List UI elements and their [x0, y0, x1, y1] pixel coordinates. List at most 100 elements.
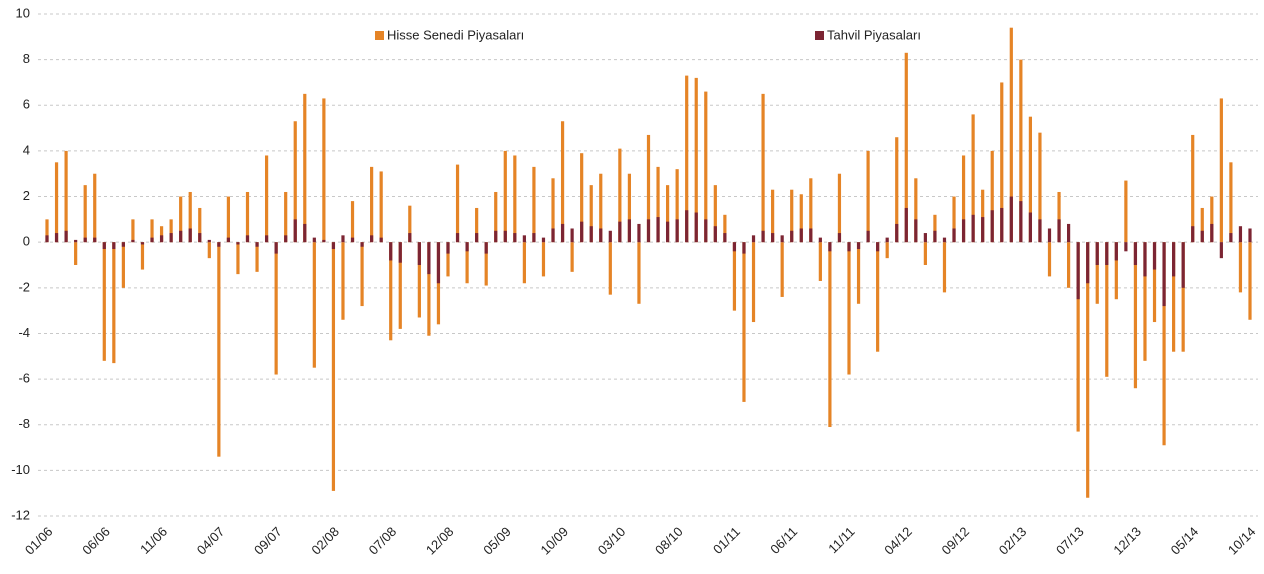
- bar: [742, 242, 746, 402]
- bar: [541, 237, 546, 243]
- bar: [1162, 242, 1166, 446]
- bar: [284, 235, 288, 243]
- bar: [484, 242, 488, 254]
- bar: [64, 150, 68, 243]
- y-tick-label: 2: [23, 188, 30, 203]
- bar: [1057, 219, 1061, 243]
- bar: [876, 242, 880, 352]
- bar: [312, 242, 316, 368]
- bar: [742, 242, 746, 254]
- bar: [503, 230, 507, 243]
- bar: [293, 219, 297, 243]
- y-tick-label: 8: [23, 51, 30, 66]
- bar: [570, 242, 574, 272]
- bar: [1152, 242, 1157, 270]
- bar: [914, 178, 918, 243]
- bar: [331, 242, 336, 250]
- bar: [303, 223, 307, 243]
- bar: [685, 75, 689, 243]
- bar: [608, 230, 612, 243]
- bar: [93, 173, 97, 243]
- bar: [723, 214, 727, 243]
- y-tick-label: -6: [18, 371, 30, 386]
- bar: [1047, 242, 1052, 277]
- y-tick-label: -4: [18, 325, 30, 340]
- bar: [885, 237, 889, 243]
- bar: [1172, 242, 1176, 352]
- bar: [627, 219, 632, 243]
- bar: [961, 219, 966, 243]
- bar: [370, 235, 374, 243]
- bar: [264, 155, 269, 243]
- bar: [93, 237, 97, 243]
- bar: [64, 230, 68, 243]
- x-tick-label: 05/14: [1168, 524, 1202, 558]
- y-tick-label: 6: [23, 97, 30, 112]
- bar: [704, 91, 708, 243]
- bar: [809, 178, 813, 243]
- bar: [236, 242, 240, 245]
- bar: [990, 210, 994, 243]
- bar: [140, 242, 145, 270]
- bar: [1000, 207, 1004, 243]
- bar: [942, 242, 947, 293]
- bar: [408, 233, 412, 243]
- bar: [1019, 201, 1023, 243]
- bar: [1124, 242, 1128, 252]
- bar: [665, 221, 670, 243]
- bar: [1105, 242, 1109, 377]
- bar: [389, 242, 393, 341]
- bar: [732, 242, 737, 311]
- bar: [551, 178, 555, 243]
- bar: [570, 228, 574, 243]
- bar: [961, 155, 966, 243]
- bar: [150, 237, 154, 243]
- bar: [370, 166, 374, 243]
- bar: [1143, 242, 1147, 361]
- bar: [398, 242, 402, 263]
- y-tick-label: 4: [23, 142, 30, 157]
- bar: [675, 169, 679, 243]
- bar: [837, 233, 842, 243]
- bar: [1086, 242, 1090, 498]
- bar: [226, 237, 231, 243]
- x-tick-label: 09/07: [251, 524, 285, 558]
- bar: [1248, 242, 1252, 320]
- bar: [790, 230, 794, 243]
- x-tick-label: 07/08: [366, 524, 400, 558]
- bar: [1229, 162, 1233, 243]
- bar: [513, 233, 517, 243]
- bar: [990, 150, 994, 243]
- bar: [264, 235, 269, 243]
- bar: [541, 242, 546, 277]
- bar: [198, 207, 202, 243]
- bar: [522, 242, 526, 284]
- bar: [121, 242, 125, 247]
- bar: [847, 242, 851, 252]
- bar: [1028, 116, 1033, 243]
- x-tick-label: 11/11: [825, 524, 857, 556]
- x-tick-label: 05/09: [480, 524, 514, 558]
- bar: [245, 235, 250, 243]
- bar: [1009, 27, 1013, 243]
- bar: [1219, 98, 1223, 243]
- bar: [751, 235, 756, 243]
- bar: [74, 239, 78, 243]
- bar: [494, 230, 498, 243]
- bar: [274, 242, 278, 254]
- bar: [475, 233, 479, 243]
- bar: [599, 173, 603, 243]
- bar: [112, 242, 116, 364]
- bar: [475, 207, 479, 243]
- bar: [341, 235, 345, 243]
- bar: [150, 219, 154, 243]
- bar: [1076, 242, 1080, 432]
- bar: [675, 219, 679, 243]
- bar: [1248, 228, 1252, 243]
- y-tick-label: -8: [18, 416, 30, 431]
- bar: [179, 230, 183, 243]
- bar: [1181, 242, 1185, 352]
- bar: [580, 153, 584, 243]
- bar: [971, 114, 975, 243]
- bar: [1200, 207, 1204, 243]
